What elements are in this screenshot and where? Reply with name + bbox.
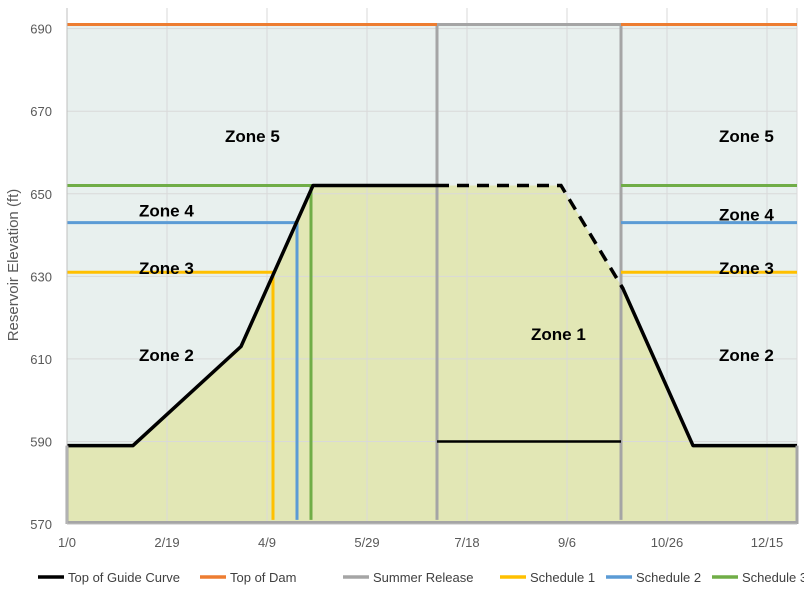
legend-label: Summer Release <box>373 570 473 585</box>
x-tick-label: 10/26 <box>651 535 684 550</box>
zone-label: Zone 1 <box>531 325 586 344</box>
legend-label: Schedule 1 <box>530 570 595 585</box>
zone-label: Zone 4 <box>719 205 774 224</box>
legend-label: Top of Guide Curve <box>68 570 180 585</box>
guide-curve-line-right <box>619 284 797 448</box>
zone-label: Zone 4 <box>139 201 194 220</box>
guide-curve-line <box>67 183 437 448</box>
x-tick-label: 7/18 <box>454 535 479 550</box>
conservation-pool-area <box>67 185 797 524</box>
y-tick-label: 690 <box>30 22 52 37</box>
x-tick-label: 1/0 <box>58 535 76 550</box>
x-tick-label: 2/19 <box>154 535 179 550</box>
x-tick-label: 5/29 <box>354 535 379 550</box>
legend-label: Schedule 3 <box>742 570 804 585</box>
y-tick-label: 590 <box>30 434 52 449</box>
legend-label: Schedule 2 <box>636 570 701 585</box>
y-tick-label: 650 <box>30 187 52 202</box>
schedule-line-5-left <box>67 184 313 520</box>
zone-label: Zone 3 <box>719 259 774 278</box>
x-tick-label: 9/6 <box>558 535 576 550</box>
zone-label: Zone 2 <box>719 346 774 365</box>
zone-label: Zone 5 <box>719 127 774 146</box>
y-tick-label: 610 <box>30 352 52 367</box>
y-tick-label: 570 <box>30 517 52 532</box>
legend-label: Top of Dam <box>230 570 296 585</box>
zone-label: Zone 5 <box>225 127 280 146</box>
x-tick-label: 4/9 <box>258 535 276 550</box>
y-axis-title: Reservoir Elevation (ft) <box>5 189 22 342</box>
x-tick-label: 12/15 <box>751 535 784 550</box>
y-tick-label: 630 <box>30 269 52 284</box>
zone-label: Zone 3 <box>139 259 194 278</box>
y-tick-label: 670 <box>30 104 52 119</box>
zone-label: Zone 2 <box>139 346 194 365</box>
